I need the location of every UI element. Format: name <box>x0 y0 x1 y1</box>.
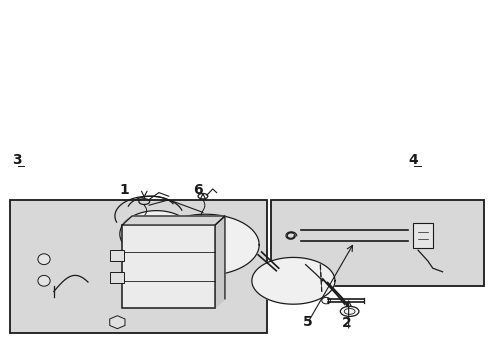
Text: 3: 3 <box>12 153 22 167</box>
Polygon shape <box>215 216 224 308</box>
Text: 2: 2 <box>342 316 351 330</box>
Polygon shape <box>251 257 334 304</box>
Ellipse shape <box>340 306 358 316</box>
Polygon shape <box>151 214 259 275</box>
Text: 5: 5 <box>303 315 312 329</box>
Text: 4: 4 <box>407 153 417 167</box>
Bar <box>110 272 123 283</box>
Polygon shape <box>120 211 193 257</box>
Bar <box>10 200 266 333</box>
Ellipse shape <box>38 254 50 265</box>
Bar <box>271 200 483 286</box>
Polygon shape <box>122 216 224 225</box>
Ellipse shape <box>38 275 50 286</box>
Text: 6: 6 <box>193 183 203 197</box>
Bar <box>122 225 215 308</box>
Text: 1: 1 <box>120 183 129 197</box>
Bar <box>110 250 123 261</box>
Bar <box>412 223 432 248</box>
